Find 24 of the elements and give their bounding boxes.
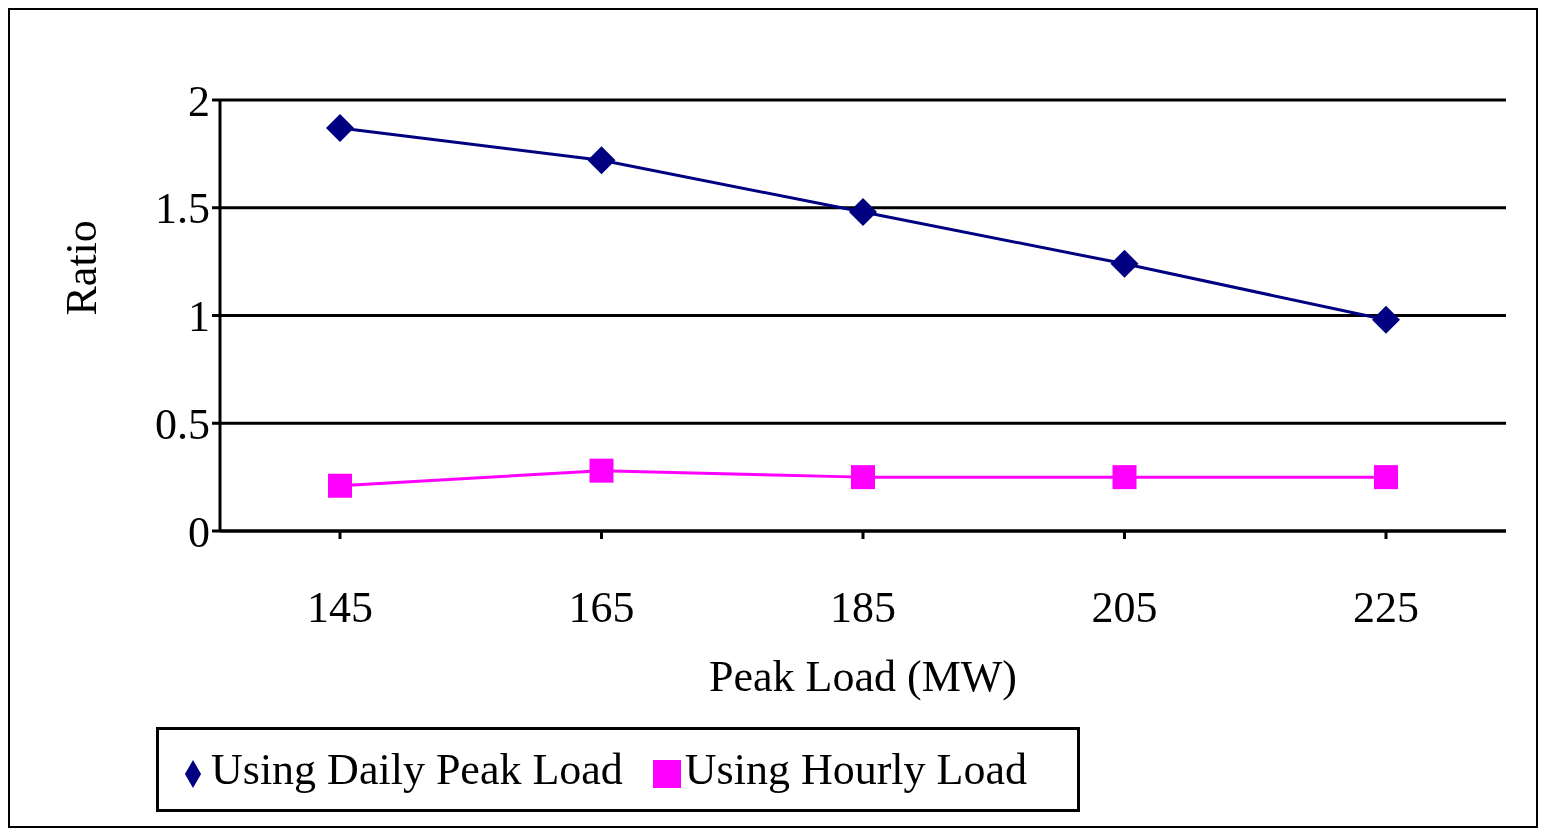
legend-label: Using Hourly Load (684, 745, 1027, 794)
x-tick-label: 165 (568, 583, 635, 633)
point (1112, 465, 1137, 490)
point (851, 465, 875, 490)
y-tick-label: 0 (188, 507, 210, 557)
point (1374, 465, 1398, 490)
x-tick-label: 145 (307, 583, 373, 633)
legend-label: Using Daily Peak Load (211, 745, 623, 794)
x-tick-label: 185 (830, 583, 896, 633)
y-tick-label: 0.5 (155, 399, 210, 449)
point (1110, 249, 1139, 278)
x-tick-label: 205 (1091, 583, 1158, 633)
point (587, 146, 616, 175)
point (1372, 305, 1400, 334)
point (589, 458, 614, 483)
y-tick-label: 1.5 (155, 184, 210, 234)
y-tick-label: 1 (188, 292, 210, 342)
y-axis-title: Ratio (56, 220, 106, 316)
x-tick-label: 225 (1353, 583, 1419, 633)
point (328, 473, 352, 498)
point (849, 198, 877, 227)
x-axis-title: Peak Load (MW) (709, 652, 1017, 701)
y-tick-label: 2 (188, 76, 210, 126)
point (326, 114, 354, 143)
